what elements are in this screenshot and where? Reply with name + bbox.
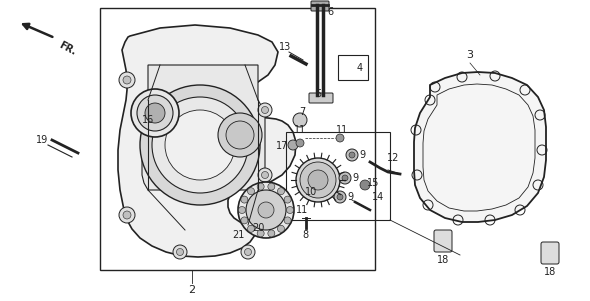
Text: 10: 10: [305, 187, 317, 197]
Circle shape: [261, 172, 268, 178]
Bar: [338, 55, 368, 80]
Circle shape: [360, 180, 370, 190]
Text: 19: 19: [36, 135, 48, 145]
Circle shape: [336, 134, 344, 142]
Text: 4: 4: [357, 63, 363, 73]
Text: 11: 11: [296, 205, 308, 215]
Text: 5: 5: [315, 89, 321, 99]
Circle shape: [296, 158, 340, 202]
Circle shape: [241, 245, 255, 259]
Circle shape: [173, 245, 187, 259]
Text: 16: 16: [142, 115, 154, 125]
Circle shape: [300, 162, 336, 198]
Text: 11: 11: [336, 125, 348, 135]
Circle shape: [119, 72, 135, 88]
FancyBboxPatch shape: [434, 230, 452, 252]
Circle shape: [218, 113, 262, 157]
Text: 8: 8: [302, 230, 308, 240]
FancyBboxPatch shape: [309, 93, 333, 103]
Circle shape: [123, 76, 131, 84]
Text: 15: 15: [367, 178, 379, 188]
Circle shape: [258, 202, 274, 218]
Circle shape: [346, 149, 358, 161]
Text: 18: 18: [544, 267, 556, 277]
Text: 12: 12: [387, 153, 399, 163]
Circle shape: [123, 211, 131, 219]
Polygon shape: [118, 25, 296, 257]
Text: FR.: FR.: [57, 40, 78, 57]
Circle shape: [238, 182, 294, 238]
Circle shape: [349, 152, 355, 158]
Text: 21: 21: [232, 230, 244, 240]
Circle shape: [238, 206, 245, 213]
Circle shape: [308, 170, 328, 190]
Circle shape: [268, 230, 275, 237]
Text: 2: 2: [188, 285, 195, 295]
Circle shape: [258, 103, 272, 117]
Text: 7: 7: [299, 107, 305, 117]
Circle shape: [248, 225, 254, 232]
Circle shape: [241, 217, 248, 224]
Circle shape: [165, 110, 235, 180]
Circle shape: [145, 103, 165, 123]
Circle shape: [337, 194, 343, 200]
Circle shape: [226, 121, 254, 149]
Circle shape: [284, 217, 291, 224]
Circle shape: [277, 188, 284, 195]
Circle shape: [131, 89, 179, 137]
Polygon shape: [414, 72, 546, 222]
Circle shape: [296, 139, 304, 147]
Text: 9: 9: [352, 173, 358, 183]
Circle shape: [248, 188, 254, 195]
Circle shape: [152, 97, 248, 193]
Circle shape: [258, 168, 272, 182]
Circle shape: [287, 206, 293, 213]
Circle shape: [257, 230, 264, 237]
FancyBboxPatch shape: [541, 242, 559, 264]
Circle shape: [137, 95, 173, 131]
Text: 20: 20: [252, 223, 264, 233]
Circle shape: [339, 172, 351, 184]
Circle shape: [244, 249, 251, 256]
Text: 3: 3: [467, 50, 474, 60]
Circle shape: [268, 183, 275, 190]
Circle shape: [277, 225, 284, 232]
Circle shape: [246, 190, 286, 230]
Circle shape: [334, 191, 346, 203]
Text: 11: 11: [294, 125, 306, 135]
Circle shape: [284, 196, 291, 203]
Text: 13: 13: [279, 42, 291, 52]
Circle shape: [261, 107, 268, 113]
Circle shape: [241, 196, 248, 203]
Text: 9: 9: [359, 150, 365, 160]
Circle shape: [342, 175, 348, 181]
Text: 17: 17: [276, 141, 288, 151]
Circle shape: [140, 85, 260, 205]
Text: 18: 18: [437, 255, 449, 265]
Circle shape: [288, 140, 298, 150]
FancyBboxPatch shape: [311, 1, 329, 11]
Text: 6: 6: [327, 7, 333, 17]
Polygon shape: [142, 65, 265, 190]
Circle shape: [257, 183, 264, 190]
Text: 9: 9: [347, 192, 353, 202]
Text: 14: 14: [372, 192, 384, 202]
Circle shape: [119, 207, 135, 223]
Circle shape: [293, 113, 307, 127]
Circle shape: [176, 249, 183, 256]
